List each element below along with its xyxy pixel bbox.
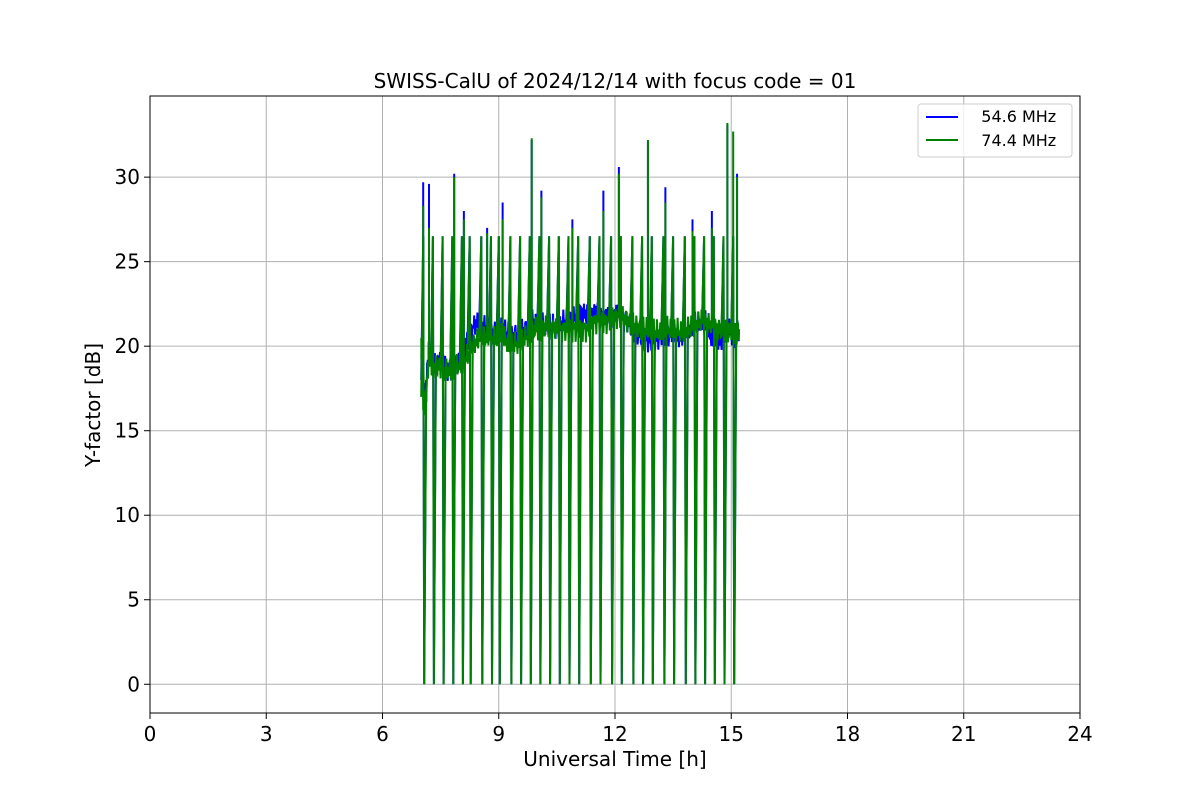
series-dropout xyxy=(458,236,466,685)
series-dropout xyxy=(507,236,515,685)
series-dropout xyxy=(495,236,503,685)
x-tick-label: 15 xyxy=(719,722,744,746)
series-dropout xyxy=(629,236,637,685)
series-dropout xyxy=(648,236,656,685)
series-dropout xyxy=(720,236,728,685)
x-tick-label: 6 xyxy=(376,722,389,746)
y-tick-label: 0 xyxy=(127,672,140,696)
series-dropout xyxy=(586,236,594,685)
series-dropout xyxy=(439,236,447,685)
x-axis-label: Universal Time [h] xyxy=(523,747,706,771)
grid xyxy=(149,96,1081,713)
series-dropout xyxy=(526,236,534,685)
x-tick-label: 9 xyxy=(492,722,505,746)
series-dropout xyxy=(608,236,616,685)
x-tick-label: 3 xyxy=(260,722,273,746)
x-tick-label: 24 xyxy=(1067,722,1092,746)
series-dropout xyxy=(681,236,689,685)
x-tick-label: 0 xyxy=(144,722,157,746)
y-tick-label: 30 xyxy=(115,165,140,189)
series-dropout xyxy=(660,236,668,685)
series-dropout xyxy=(575,236,583,685)
y-axis-label: Y-factor [dB] xyxy=(81,343,105,468)
series-dropout xyxy=(555,236,563,685)
ticks: 0 3 6 9 12 15 18 21 24 0 5 10 15 20 25 30 xyxy=(115,165,1093,746)
legend-label-74-4: 74.4 MHz xyxy=(966,131,1056,150)
series-dropout xyxy=(639,236,647,685)
series-dropout xyxy=(536,236,544,685)
series-dropout xyxy=(596,236,604,685)
series-dropout xyxy=(488,236,495,685)
series-dropout xyxy=(546,236,554,685)
legend: 54.6 MHz 74.4 MHz xyxy=(917,103,1073,158)
series-dropout xyxy=(429,236,437,685)
x-tick-label: 18 xyxy=(835,722,860,746)
x-tick-label: 21 xyxy=(951,722,976,746)
series-dropout xyxy=(478,236,486,685)
y-tick-label: 10 xyxy=(115,503,140,527)
series-dropout xyxy=(670,236,678,685)
x-tick-label: 12 xyxy=(602,722,627,746)
chart-title: SWISS-CalU of 2024/12/14 with focus code… xyxy=(374,69,857,93)
series-dropout xyxy=(701,236,709,685)
series-dropout xyxy=(517,236,525,685)
series-dropout xyxy=(449,236,457,685)
y-tick-label: 20 xyxy=(115,334,140,358)
legend-label-54-6: 54.6 MHz xyxy=(966,107,1056,126)
series-dropout xyxy=(466,236,474,685)
series-layer xyxy=(420,123,740,685)
series-dropout xyxy=(565,236,573,685)
y-tick-label: 25 xyxy=(115,250,140,274)
y-tick-label: 5 xyxy=(127,588,140,612)
y-tick-label: 15 xyxy=(115,419,140,443)
